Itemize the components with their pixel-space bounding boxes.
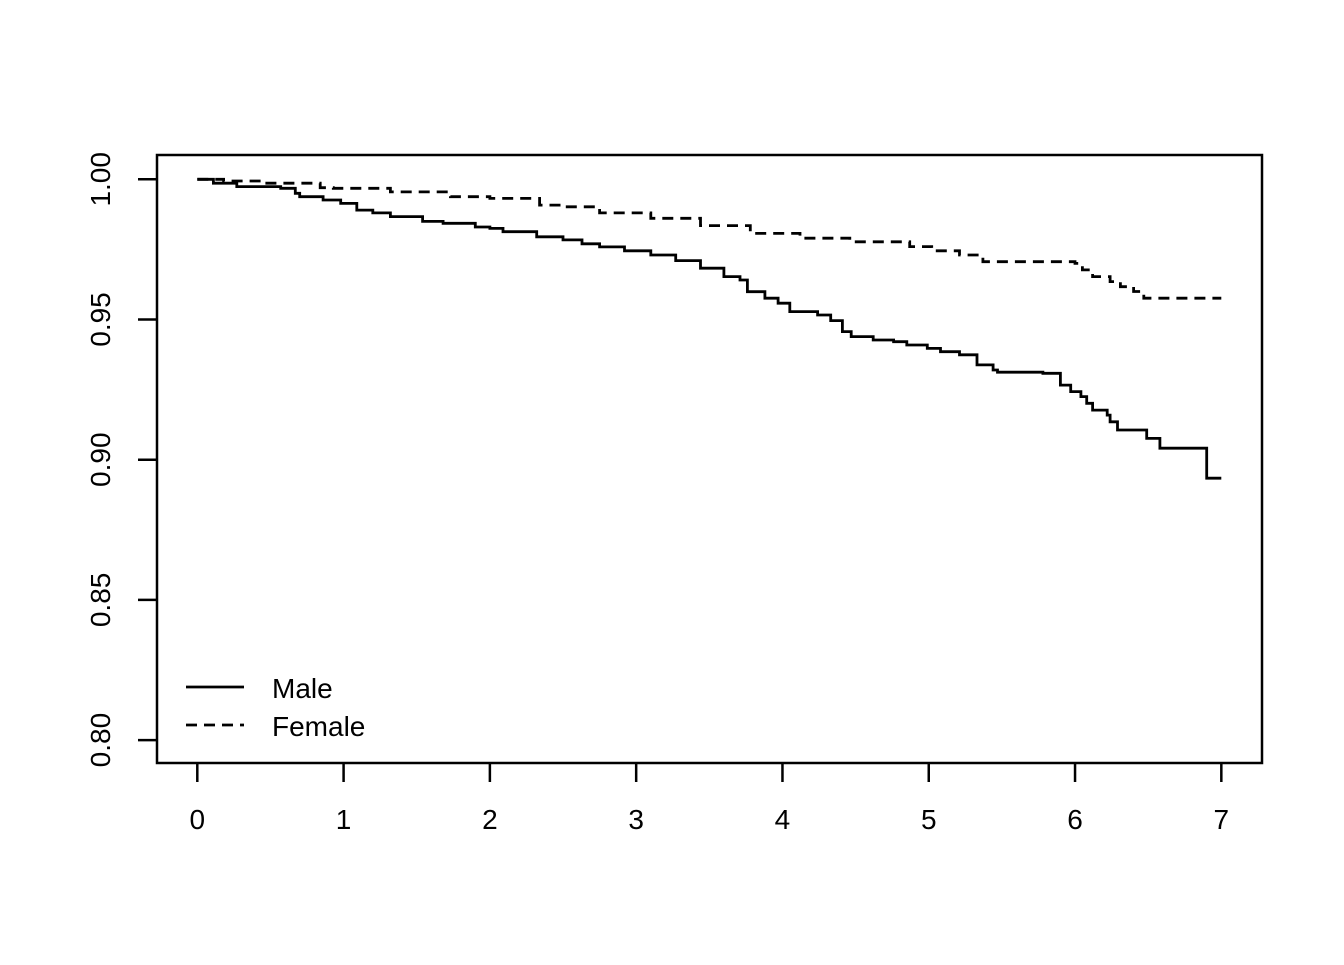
legend-male-label: Male	[272, 673, 333, 704]
curve-male	[197, 177, 1222, 480]
y-tick-label: 0.90	[85, 432, 116, 487]
y-tick-label: 0.95	[85, 292, 116, 347]
curve-female	[197, 177, 1222, 300]
x-tick-label: 2	[482, 804, 498, 835]
x-tick-label: 0	[190, 804, 206, 835]
y-tick-label: 0.80	[85, 713, 116, 768]
x-tick-label: 6	[1067, 804, 1083, 835]
y-tick-label: 1.00	[85, 152, 116, 207]
x-tick-label: 1	[336, 804, 352, 835]
x-tick-label: 5	[921, 804, 937, 835]
survival-curves	[197, 177, 1222, 480]
x-tick-label: 7	[1214, 804, 1230, 835]
plot-border-box	[155, 153, 1264, 765]
legend: Male Female	[186, 673, 365, 742]
x-tick-label: 4	[775, 804, 791, 835]
y-axis: 1.00 0.95 0.90 0.85 0.80	[85, 152, 157, 767]
x-axis: 0 1 2 3 4 5 6 7	[190, 763, 1230, 835]
y-tick-label: 0.85	[85, 573, 116, 628]
legend-female-label: Female	[272, 711, 365, 742]
x-tick-label: 3	[628, 804, 644, 835]
